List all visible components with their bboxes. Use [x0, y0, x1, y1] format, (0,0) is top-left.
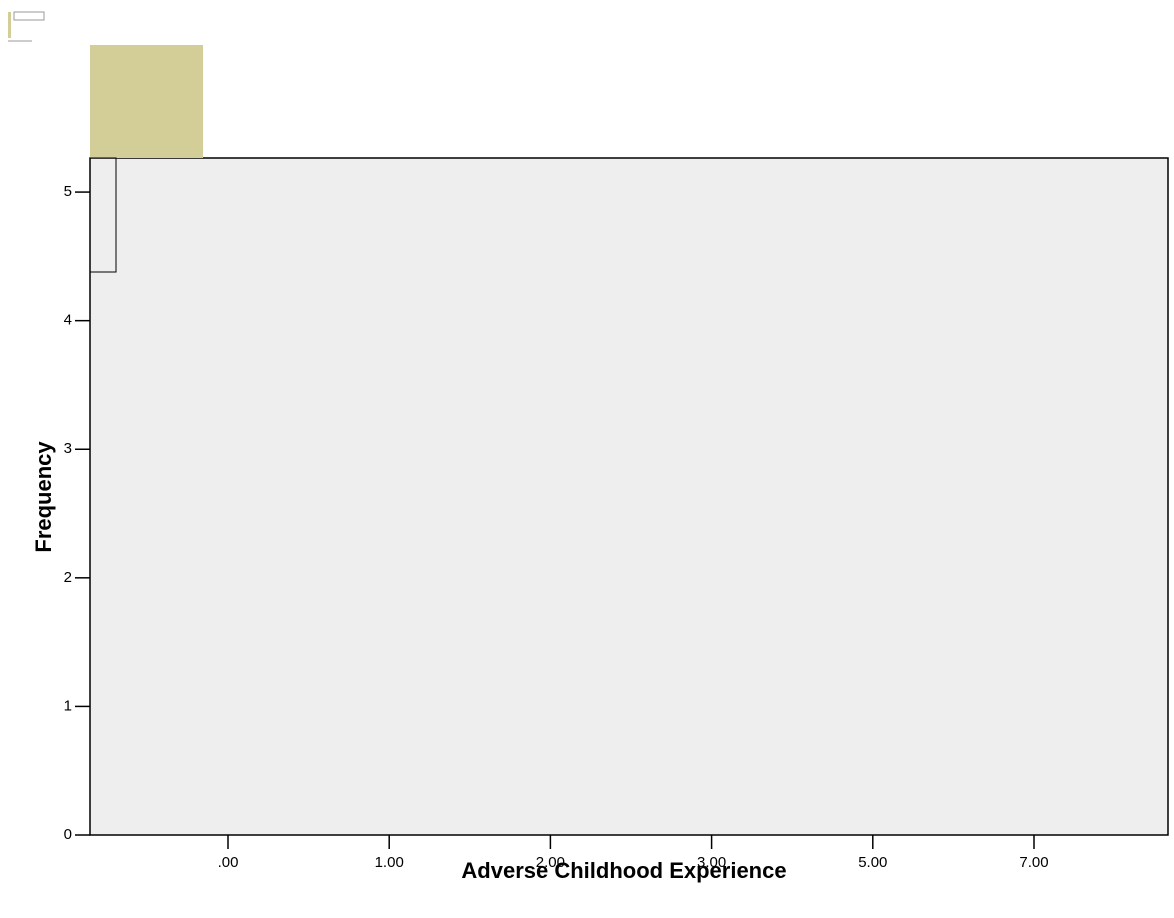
x-tick-label: 1.00 [375, 854, 404, 871]
x-tick-label: 2.00 [536, 854, 565, 871]
x-tick-label: 5.00 [858, 854, 887, 871]
y-tick-label: 4 [64, 312, 72, 329]
x-tick-label: .00 [218, 854, 239, 871]
y-tick-label: 3 [64, 440, 72, 457]
plot-area [89, 157, 1169, 836]
x-tick-label: 7.00 [1019, 854, 1048, 871]
x-axis-title: Adverse Childhood Experience [461, 858, 786, 883]
bar-fragment [90, 45, 203, 158]
y-axis-title: Frequency [31, 441, 56, 553]
y-tick-label: 5 [64, 183, 72, 200]
bar-outline [89, 157, 117, 273]
y-tick-label: 2 [64, 569, 72, 586]
x-tick-label: 3.00 [697, 854, 726, 871]
y-tick-label: 1 [64, 697, 72, 714]
y-tick-label: 0 [64, 826, 72, 843]
legend-icon [8, 11, 45, 42]
